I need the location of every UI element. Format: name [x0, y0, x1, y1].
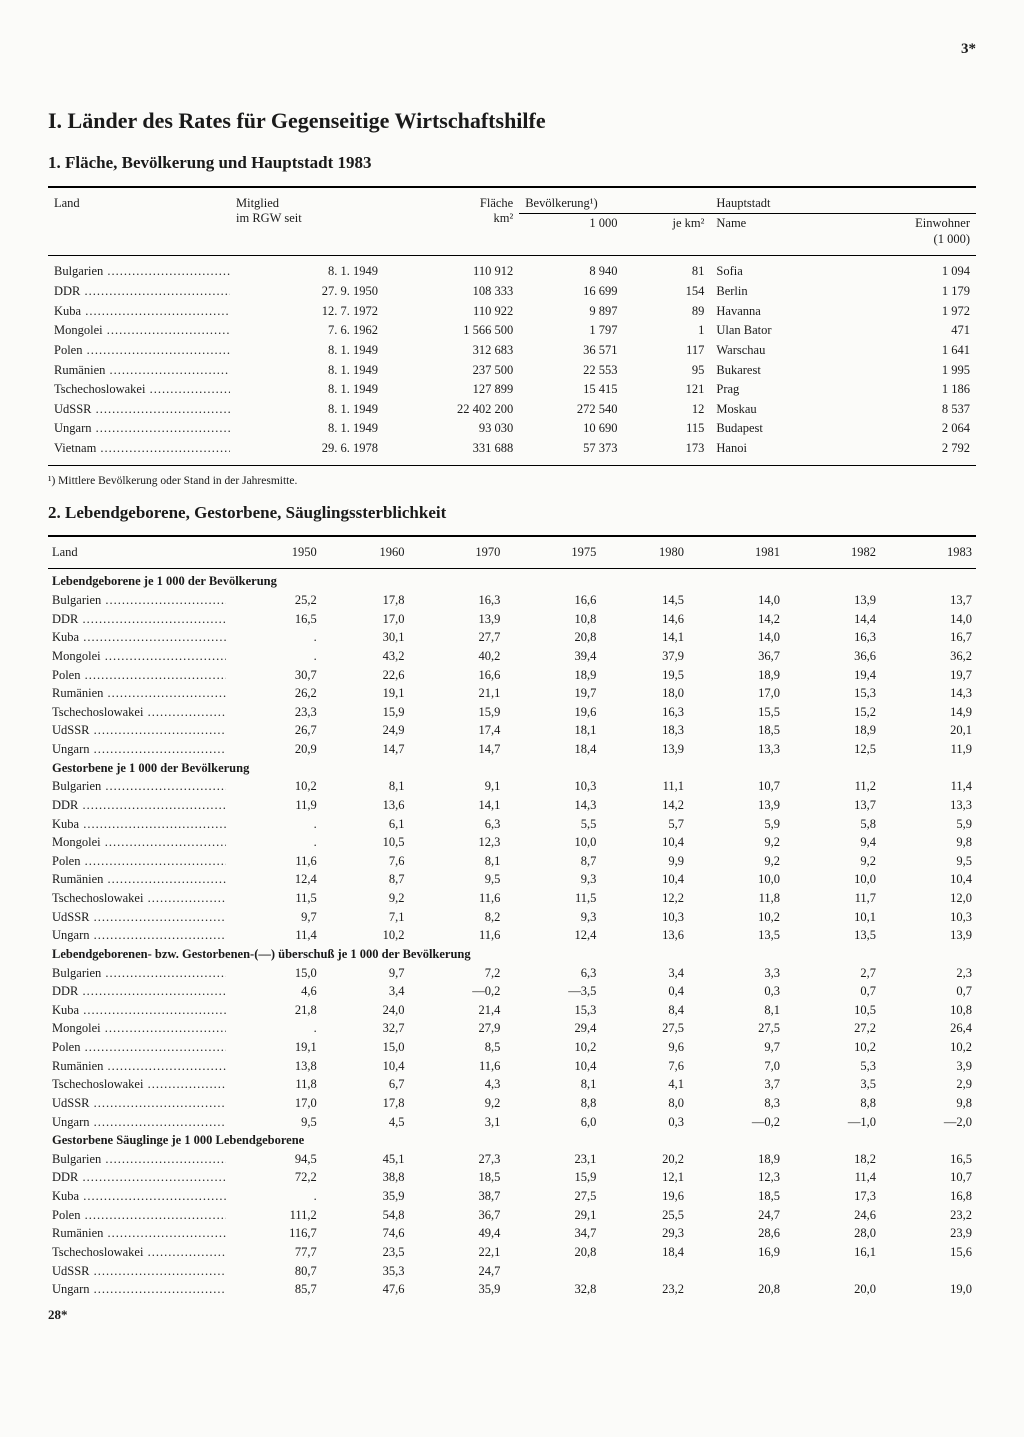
- table2-col-header: 1960: [321, 543, 409, 562]
- table2-col-header: 1983: [880, 543, 976, 562]
- table-row: Bulgarien25,217,816,316,614,514,013,913,…: [48, 592, 976, 611]
- table2-section-header: Gestorbene Säuglinge je 1 000 Lebendgebo…: [48, 1132, 976, 1151]
- table1-col-header: Land: [48, 194, 230, 250]
- table-row: Mongolei.43,240,239,437,936,736,636,2: [48, 647, 976, 666]
- page-number-bottom: 28*: [48, 1307, 976, 1323]
- table-row: Bulgarien8. 1. 1949110 9128 94081Sofia1 …: [48, 262, 976, 282]
- table-row: Polen111,254,836,729,125,524,724,623,2: [48, 1206, 976, 1225]
- table-row: Rumänien116,774,649,434,729,328,628,023,…: [48, 1225, 976, 1244]
- table-row: Polen11,67,68,18,79,99,29,29,5: [48, 852, 976, 871]
- table-row: Ungarn20,914,714,718,413,913,312,511,9: [48, 741, 976, 760]
- table-row: UdSSR8. 1. 194922 402 200272 54012Moskau…: [48, 400, 976, 420]
- table-row: Ungarn85,747,635,932,823,220,820,019,0: [48, 1281, 976, 1300]
- table-row: UdSSR80,735,324,7: [48, 1262, 976, 1281]
- table-row: Tschechoslowakei8. 1. 1949127 89915 4151…: [48, 380, 976, 400]
- table1-col-header: Einwohner(1 000): [844, 214, 977, 250]
- table-row: Polen8. 1. 1949312 68336 571117Warschau1…: [48, 341, 976, 361]
- table-row: Tschechoslowakei23,315,915,919,616,315,5…: [48, 703, 976, 722]
- table1-title: 1. Fläche, Bevölkerung und Hauptstadt 19…: [48, 152, 976, 173]
- table2-col-header: 1975: [504, 543, 600, 562]
- table-row: UdSSR26,724,917,418,118,318,518,920,1: [48, 722, 976, 741]
- table1-col-header: Hauptstadt: [710, 194, 976, 214]
- table-row: Mongolei.32,727,929,427,527,527,226,4: [48, 1020, 976, 1039]
- table-row: Rumänien8. 1. 1949237 50022 55395Bukares…: [48, 361, 976, 381]
- table2-col-header: 1982: [784, 543, 880, 562]
- table-row: UdSSR17,017,89,28,88,08,38,89,8: [48, 1094, 976, 1113]
- table-row: Rumänien13,810,411,610,47,67,05,33,9: [48, 1057, 976, 1076]
- table-row: Polen19,115,08,510,29,69,710,210,2: [48, 1039, 976, 1058]
- table-row: Polen30,722,616,618,919,518,919,419,7: [48, 666, 976, 685]
- table-row: Kuba21,824,021,415,38,48,110,510,8: [48, 1001, 976, 1020]
- table-row: Kuba.30,127,720,814,114,016,316,7: [48, 629, 976, 648]
- chapter-title: I. Länder des Rates für Gegenseitige Wir…: [48, 107, 976, 135]
- table1-col-header: Mitgliedim RGW seit: [230, 194, 384, 250]
- table-row: Ungarn9,54,53,16,00,3—0,2—1,0—2,0: [48, 1113, 976, 1132]
- table-row: DDR16,517,013,910,814,614,214,414,0: [48, 610, 976, 629]
- table-row: Bulgarien94,545,127,323,120,218,918,216,…: [48, 1150, 976, 1169]
- table1-col-header: Name: [710, 214, 843, 250]
- table-row: Bulgarien15,09,77,26,33,43,32,72,3: [48, 964, 976, 983]
- table-row: DDR72,238,818,515,912,112,311,410,7: [48, 1169, 976, 1188]
- table1-col-header: Bevölkerung¹): [519, 194, 710, 214]
- table-row: DDR11,913,614,114,314,213,913,713,3: [48, 796, 976, 815]
- table-row: Tschechoslowakei11,59,211,611,512,211,81…: [48, 890, 976, 909]
- table1-col-header: je km²: [623, 214, 710, 250]
- table2-col-header: 1981: [688, 543, 784, 562]
- table2-section-header: Lebendgeborene je 1 000 der Bevölkerung: [48, 573, 976, 592]
- table2-title: 2. Lebendgeborene, Gestorbene, Säuglings…: [48, 502, 976, 523]
- table-row: Vietnam29. 6. 1978331 68857 373173Hanoi2…: [48, 439, 976, 459]
- table2-col-header: 1970: [408, 543, 504, 562]
- table-row: Kuba.6,16,35,55,75,95,85,9: [48, 815, 976, 834]
- table-row: Mongolei7. 6. 19621 566 5001 7971Ulan Ba…: [48, 321, 976, 341]
- table2-col-header: Land: [48, 543, 226, 562]
- table-row: Kuba12. 7. 1972110 9229 89789Havanna1 97…: [48, 302, 976, 322]
- table-row: Tschechoslowakei11,86,74,38,14,13,73,52,…: [48, 1076, 976, 1095]
- table2: Land19501960197019751980198119821983 Leb…: [48, 543, 976, 1299]
- table-row: Rumänien26,219,121,119,718,017,015,314,3: [48, 685, 976, 704]
- page-number-top: 3*: [48, 40, 976, 59]
- table1-footnote: ¹) Mittlere Bevölkerung oder Stand in de…: [48, 474, 976, 488]
- table1: LandMitgliedim RGW seitFlächekm²Bevölker…: [48, 194, 976, 459]
- table-row: Bulgarien10,28,19,110,311,110,711,211,4: [48, 778, 976, 797]
- table-row: Rumänien12,48,79,59,310,410,010,010,4: [48, 871, 976, 890]
- table2-col-header: 1980: [600, 543, 688, 562]
- table1-col-header: 1 000: [519, 214, 623, 250]
- table-row: Mongolei.10,512,310,010,49,29,49,8: [48, 834, 976, 853]
- table-row: UdSSR9,77,18,29,310,310,210,110,3: [48, 908, 976, 927]
- table-row: Kuba.35,938,727,519,618,517,316,8: [48, 1188, 976, 1207]
- table-row: DDR4,63,4—0,2—3,50,40,30,70,7: [48, 983, 976, 1002]
- table2-col-header: 1950: [226, 543, 321, 562]
- table-row: Ungarn8. 1. 194993 03010 690115Budapest2…: [48, 419, 976, 439]
- table2-section-header: Lebendgeborenen- bzw. Gestorbenen-(—) üb…: [48, 945, 976, 964]
- table-row: Ungarn11,410,211,612,413,613,513,513,9: [48, 927, 976, 946]
- table-row: Tschechoslowakei77,723,522,120,818,416,9…: [48, 1243, 976, 1262]
- table-row: DDR27. 9. 1950108 33316 699154Berlin1 17…: [48, 282, 976, 302]
- table1-col-header: Flächekm²: [384, 194, 519, 250]
- table2-section-header: Gestorbene je 1 000 der Bevölkerung: [48, 759, 976, 778]
